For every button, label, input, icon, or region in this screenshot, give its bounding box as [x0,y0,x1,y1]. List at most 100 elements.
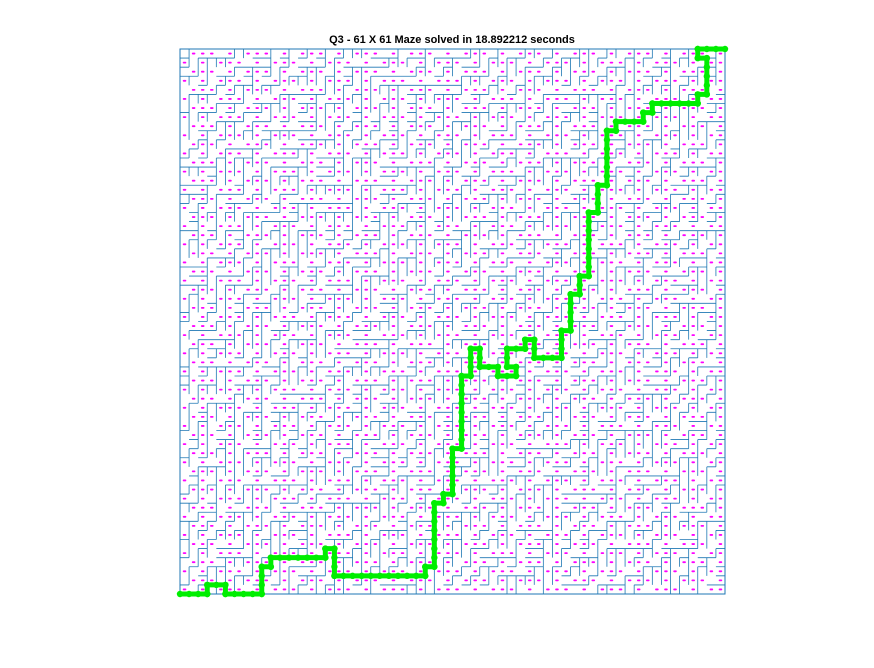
path-point [630,118,638,125]
path-point [503,363,511,371]
path-point [703,82,711,89]
path-point [603,127,611,134]
path-point [694,91,701,98]
path-point [567,327,574,334]
path-point [349,572,356,580]
path-point [603,145,611,153]
path-point [422,563,429,570]
path-point [431,509,438,516]
path-point [585,272,592,280]
path-point [585,245,592,253]
path-point [431,536,438,543]
path-point [467,354,474,362]
path-point [331,572,338,580]
path-point [449,463,456,471]
path-point [385,572,393,580]
path-point [640,118,647,125]
path-point [285,554,293,561]
path-point [585,209,592,216]
path-point [231,590,238,598]
path-point [576,281,583,289]
path-point [658,100,665,107]
path-point [503,354,511,362]
path-point [322,545,329,552]
path-point [476,354,483,362]
maze-walls-vertical [179,49,717,594]
path-point [603,154,611,162]
solution-path [176,45,729,598]
path-point [703,63,711,71]
path-point [276,554,284,561]
path-point [694,45,701,53]
path-point [585,227,592,234]
path-point [612,127,620,134]
path-point [703,91,711,98]
path-point [467,363,474,371]
path-point [449,472,456,480]
path-point [467,345,474,352]
path-point [585,254,592,262]
path-point [458,390,465,398]
path-point [303,554,311,561]
path-point [531,354,538,362]
path-point [549,354,556,362]
path-point [621,118,629,125]
path-point [458,427,465,434]
path-point [567,300,574,307]
path-point [558,327,565,334]
path-point [558,354,565,362]
path-point [476,345,483,352]
path-point [258,581,265,589]
path-point [558,345,565,352]
path-point [440,490,447,498]
cell-markers [182,52,723,591]
path-point [249,590,256,598]
path-point [585,263,592,271]
path-point [258,590,265,598]
path-point [721,45,729,53]
path-point [567,291,574,298]
path-point [676,100,683,107]
path-point [594,209,602,216]
path-point [576,291,583,298]
path-point [449,454,456,461]
path-point [294,554,302,561]
path-point [340,572,347,580]
path-point [594,191,602,198]
path-point [358,572,365,580]
path-point [594,200,602,207]
path-point [485,363,493,371]
path-point [603,163,611,171]
path-point [512,363,520,371]
path-point [331,545,338,552]
path-point [222,590,229,598]
path-point [367,572,374,580]
cell-marker-dots [182,52,723,591]
path-point [467,372,474,380]
path-point [204,581,211,589]
path-point [667,100,674,107]
path-point [521,336,529,343]
path-point [640,109,647,116]
path-point [603,136,611,144]
path-point [449,490,456,498]
path-point [503,345,511,352]
path-point [649,109,656,116]
path-point [458,445,465,452]
path-point [512,372,520,380]
path-point [476,363,483,371]
path-point [258,563,265,570]
path-point [394,572,402,580]
path-point [603,172,611,180]
path-point [204,590,211,598]
path-point [694,100,701,107]
maze-walls-horizontal [180,57,725,595]
path-point [431,554,438,561]
path-point [331,554,338,561]
path-point [222,581,229,589]
path-point [458,409,465,416]
path-point [267,554,275,561]
path-point [576,272,583,280]
path-point [194,590,202,598]
